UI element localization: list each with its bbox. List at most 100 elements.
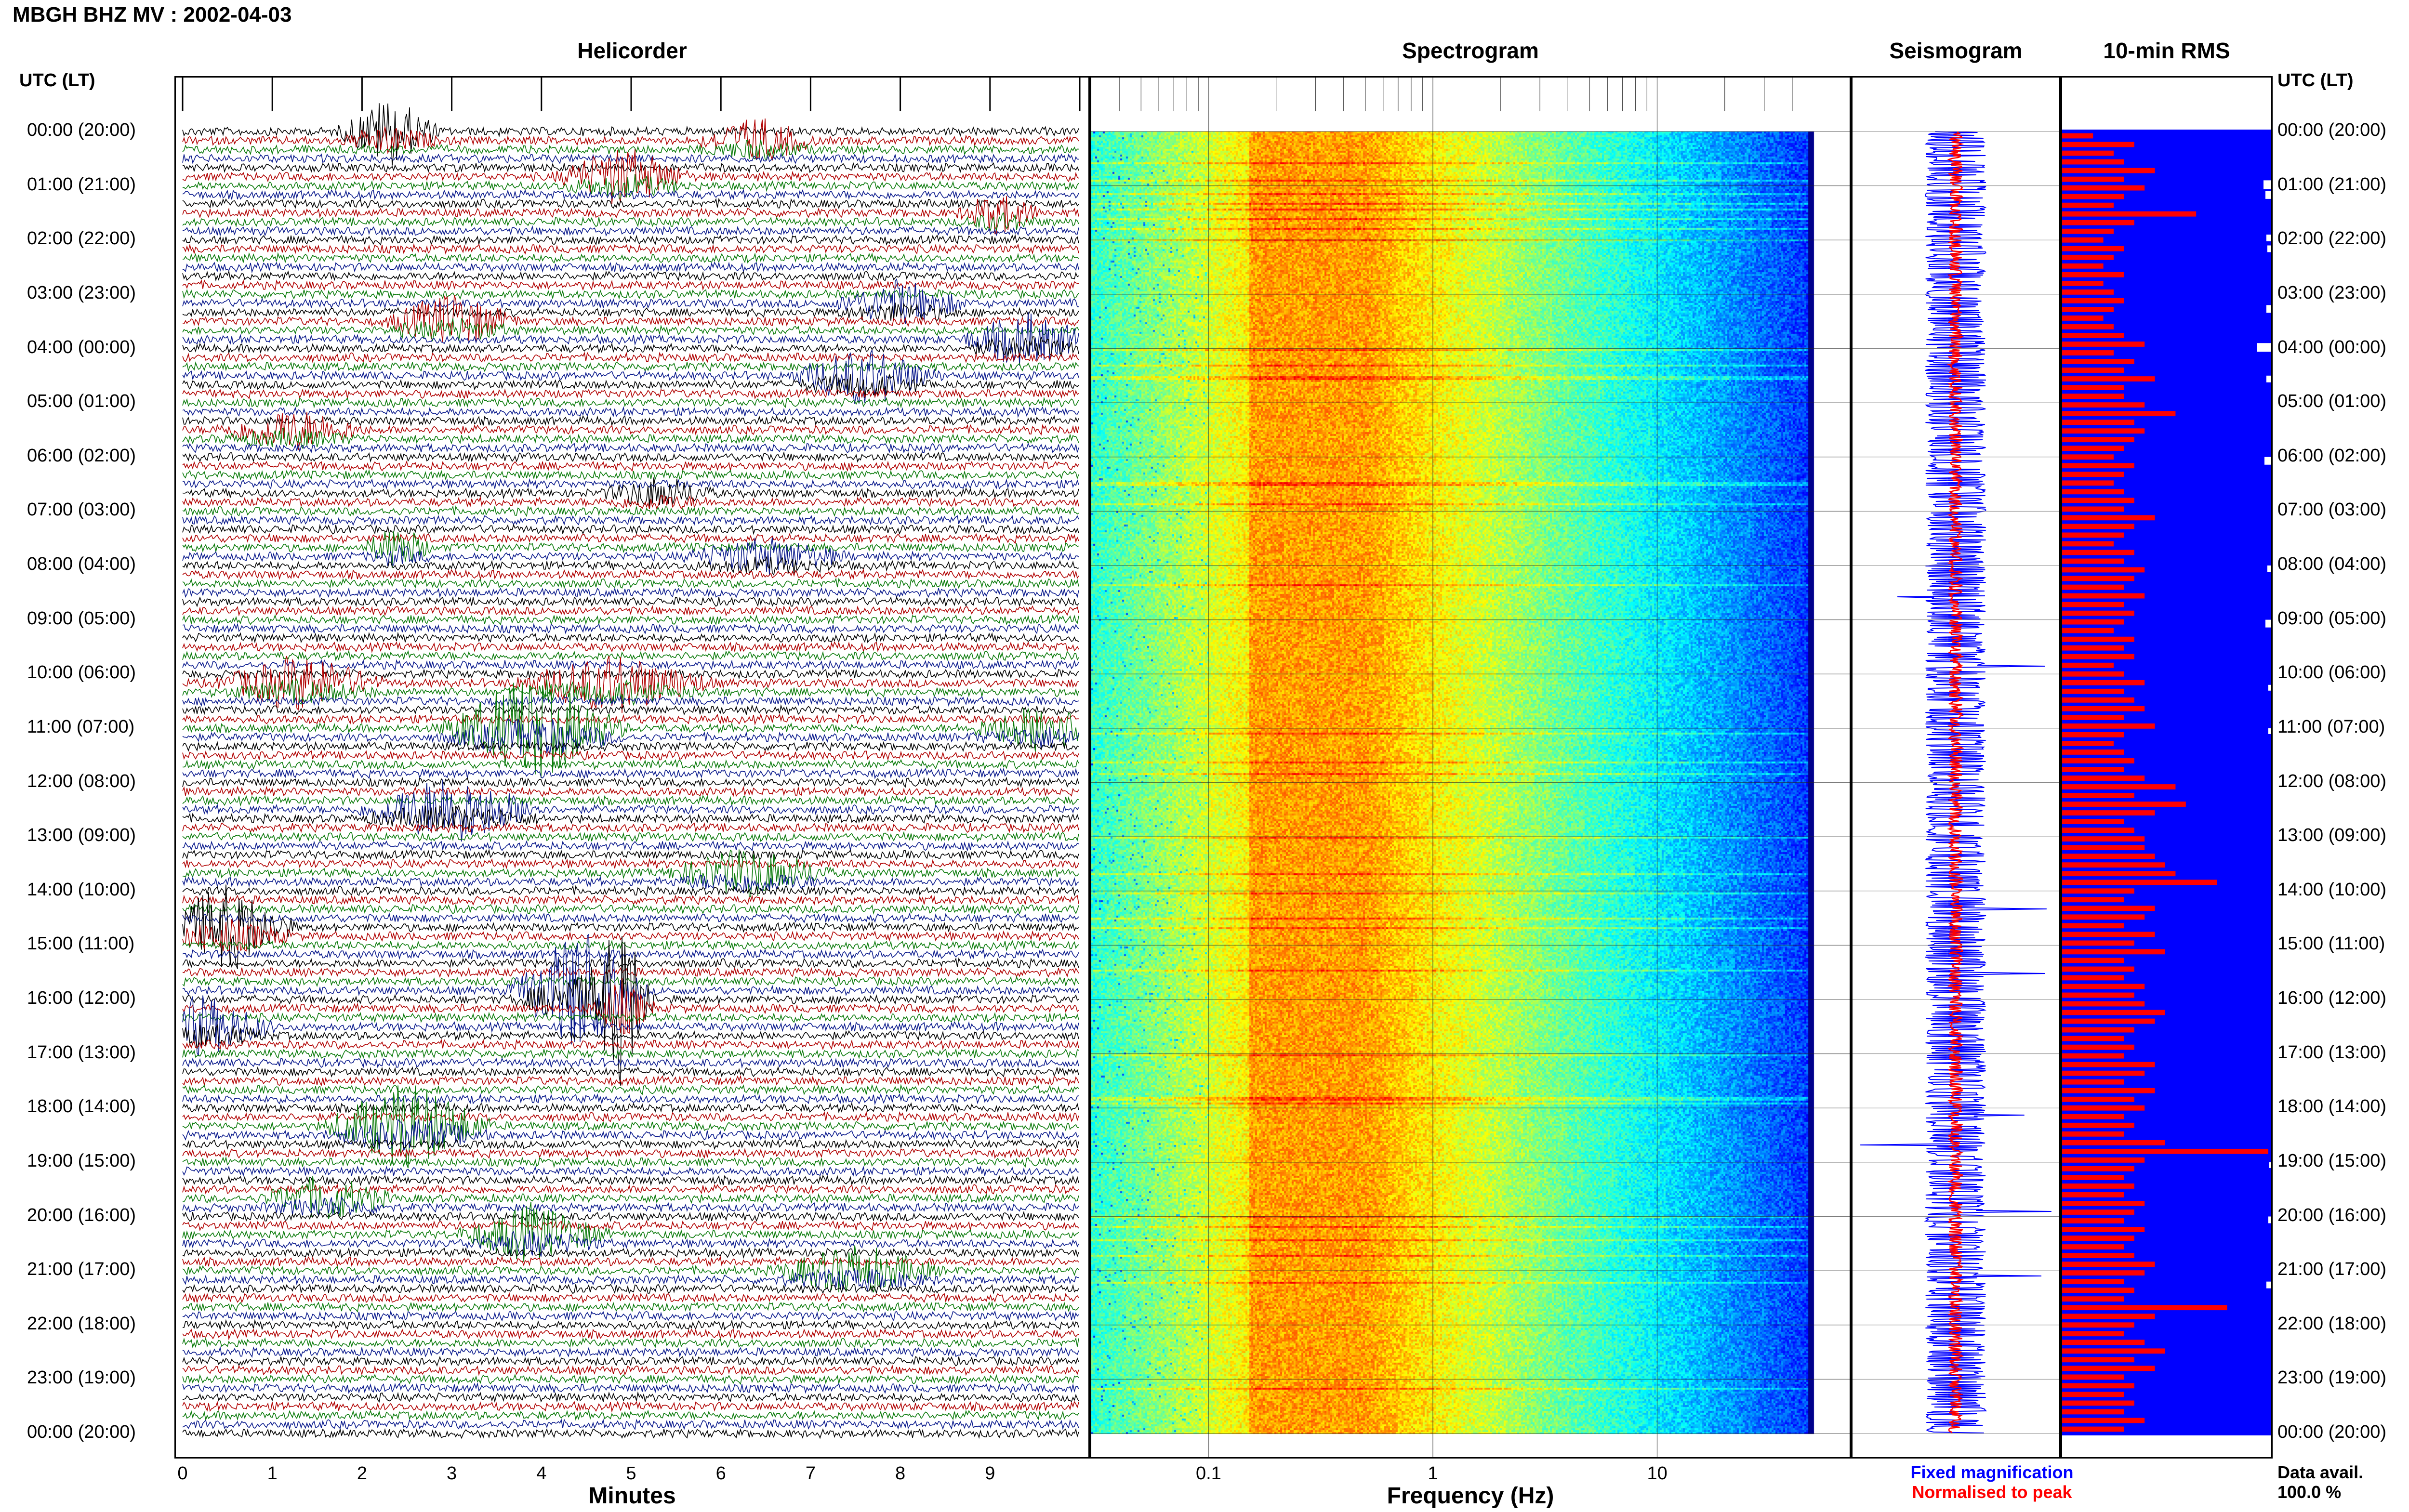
rms-bar <box>2062 940 2134 946</box>
time-tick-label-left: 20:00 (16:00) <box>27 1205 136 1225</box>
rms-gap-notch <box>2265 191 2271 199</box>
helicorder-panel <box>174 76 1090 1459</box>
helicorder-trace <box>182 412 1079 450</box>
rms-bar <box>2062 1157 2145 1163</box>
rms-bar <box>2062 1096 2134 1102</box>
helicorder-x-tick-label: 8 <box>895 1463 906 1484</box>
helicorder-trace <box>182 1382 1079 1394</box>
rms-bar <box>2062 394 2124 399</box>
helicorder-trace <box>182 776 1079 789</box>
rms-bar <box>2062 619 2124 625</box>
rms-bar <box>2062 1409 2124 1415</box>
helicorder-trace <box>182 857 1079 870</box>
helicorder-trace <box>182 469 1079 481</box>
helicorder-trace <box>182 759 1079 770</box>
helicorder-trace <box>182 656 1079 713</box>
helicorder-trace <box>182 1409 1079 1421</box>
rms-bar <box>2062 1053 2124 1059</box>
helicorder-trace <box>182 695 1079 707</box>
rms-bar <box>2062 1070 2145 1076</box>
rms-panel <box>2061 76 2273 1459</box>
rms-bar <box>2062 854 2155 859</box>
helicorder-trace <box>182 1183 1079 1195</box>
rms-bar <box>2062 142 2134 147</box>
helicorder-trace <box>182 596 1079 607</box>
helicorder-trace <box>182 713 1079 726</box>
rms-bar <box>2062 385 2124 390</box>
helicorder-trace <box>182 779 1079 842</box>
rms-gap-notch <box>2268 1216 2271 1223</box>
helicorder-trace <box>182 919 1079 952</box>
time-tick-label-right: 19:00 (15:00) <box>2277 1150 2387 1171</box>
rms-bar <box>2062 862 2165 868</box>
rms-bar <box>2062 1314 2155 1319</box>
rms-bar <box>2062 1288 2134 1293</box>
legend-fixed-magnification: Fixed magnification <box>1910 1462 2074 1482</box>
rms-bar <box>2062 506 2124 512</box>
helicorder-trace <box>182 252 1079 264</box>
rms-bar <box>2062 1140 2165 1145</box>
time-tick-label-left: 23:00 (19:00) <box>27 1367 136 1388</box>
helicorder-trace <box>182 641 1079 653</box>
rms-bar <box>2062 541 2114 547</box>
helicorder-trace <box>182 1210 1079 1223</box>
rms-bar <box>2062 1340 2145 1345</box>
time-tick-label-right: 21:00 (17:00) <box>2277 1259 2387 1280</box>
helicorder-trace <box>182 948 1079 960</box>
rms-bar <box>2062 749 2124 755</box>
helicorder-x-tick-label: 2 <box>357 1463 367 1484</box>
helicorder-trace <box>182 442 1079 454</box>
data-availability: Data avail. 100.0 % <box>2277 1462 2363 1502</box>
time-tick-label-left: 19:00 (15:00) <box>27 1150 136 1171</box>
helicorder-trace <box>182 1283 1079 1295</box>
rms-bar <box>2062 819 2124 824</box>
helicorder-trace <box>182 451 1079 463</box>
helicorder-trace <box>182 668 1079 680</box>
time-tick-label-right: 12:00 (08:00) <box>2277 771 2387 791</box>
rms-bar <box>2062 1018 2155 1024</box>
rms-bar <box>2062 376 2155 381</box>
rms-bar <box>2062 628 2114 633</box>
helicorder-trace <box>182 785 1079 797</box>
rms-bar <box>2062 1044 2134 1050</box>
rms-bar <box>2062 489 2124 495</box>
helicorder-trace <box>182 804 1079 832</box>
helicorder-trace <box>182 1085 1079 1169</box>
helicorder-trace <box>182 1039 1079 1051</box>
helicorder-trace <box>182 1196 1079 1217</box>
helicorder-trace <box>182 849 1079 898</box>
time-tick-label-left: 14:00 (10:00) <box>27 879 136 900</box>
helicorder-trace <box>182 1176 1079 1219</box>
time-tick-label-right: 08:00 (04:00) <box>2277 554 2387 574</box>
rms-bar <box>2062 1322 2134 1328</box>
helicorder-trace <box>182 312 1079 366</box>
helicorder-trace <box>182 957 1079 969</box>
rms-bar <box>2062 758 2134 763</box>
helicorder-trace <box>182 1245 1079 1293</box>
helicorder-trace <box>182 212 1079 231</box>
helicorder-trace <box>182 659 1079 671</box>
helicorder-trace <box>182 1337 1079 1349</box>
rms-bar <box>2062 237 2104 243</box>
rms-bar <box>2062 498 2134 503</box>
seismogram-title: Seismogram <box>1889 38 2023 63</box>
helicorder-trace <box>182 587 1079 598</box>
helicorder-trace <box>182 261 1079 274</box>
rms-gap-notch <box>2265 619 2271 628</box>
rms-bar <box>2062 1114 2124 1119</box>
time-tick-label-right: 06:00 (02:00) <box>2277 445 2387 466</box>
rms-bar <box>2062 1357 2134 1363</box>
helicorder-trace <box>182 1111 1079 1123</box>
helicorder-title: Helicorder <box>577 38 687 63</box>
time-tick-label-left: 16:00 (12:00) <box>27 988 136 1008</box>
helicorder-trace <box>182 279 1079 291</box>
rms-bar <box>2062 914 2145 920</box>
helicorder-trace <box>182 978 1079 1035</box>
rms-bar <box>2062 802 2186 807</box>
time-tick-label-right: 16:00 (12:00) <box>2277 988 2387 1008</box>
rms-bar <box>2062 845 2145 851</box>
rms-gap-notch <box>2267 245 2271 252</box>
spectrogram-title: Spectrogram <box>1402 38 1539 63</box>
time-tick-label-right: 02:00 (22:00) <box>2277 228 2387 249</box>
rms-bar <box>2062 194 2124 199</box>
